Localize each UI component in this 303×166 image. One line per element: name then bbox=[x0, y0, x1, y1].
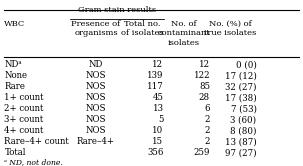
Text: NDᵃ: NDᵃ bbox=[4, 60, 22, 69]
Text: 8 (80): 8 (80) bbox=[230, 126, 257, 135]
Text: 12: 12 bbox=[199, 60, 210, 69]
Text: 4+ count: 4+ count bbox=[4, 126, 44, 135]
Text: ND: ND bbox=[89, 60, 103, 69]
Text: No. of
contaminant
isolates: No. of contaminant isolates bbox=[157, 20, 210, 47]
Text: 97 (27): 97 (27) bbox=[225, 148, 257, 157]
Text: Presence of
organisms: Presence of organisms bbox=[71, 20, 121, 37]
Text: Total: Total bbox=[4, 148, 26, 157]
Text: Rare–4+: Rare–4+ bbox=[77, 137, 115, 146]
Text: 28: 28 bbox=[199, 93, 210, 102]
Text: NOS: NOS bbox=[86, 93, 106, 102]
Text: 17 (38): 17 (38) bbox=[225, 93, 257, 102]
Text: 3 (60): 3 (60) bbox=[231, 115, 257, 124]
Text: Rare: Rare bbox=[4, 82, 25, 91]
Text: 12: 12 bbox=[152, 60, 164, 69]
Text: 7 (53): 7 (53) bbox=[231, 104, 257, 113]
Text: 17 (12): 17 (12) bbox=[225, 71, 257, 80]
Text: 259: 259 bbox=[194, 148, 210, 157]
Text: 139: 139 bbox=[147, 71, 164, 80]
Text: 10: 10 bbox=[152, 126, 164, 135]
Text: 15: 15 bbox=[152, 137, 164, 146]
Text: No. (%) of
true isolates: No. (%) of true isolates bbox=[204, 20, 257, 37]
Text: 6: 6 bbox=[205, 104, 210, 113]
Text: 356: 356 bbox=[147, 148, 164, 157]
Text: 0 (0): 0 (0) bbox=[236, 60, 257, 69]
Text: 3+ count: 3+ count bbox=[4, 115, 44, 124]
Text: 2+ count: 2+ count bbox=[4, 104, 44, 113]
Text: NOS: NOS bbox=[86, 126, 106, 135]
Text: 122: 122 bbox=[193, 71, 210, 80]
Text: WBC: WBC bbox=[4, 20, 26, 28]
Text: 2: 2 bbox=[205, 115, 210, 124]
Text: ᵃ ND, not done.: ᵃ ND, not done. bbox=[4, 158, 63, 166]
Text: Total no.
of isolates: Total no. of isolates bbox=[121, 20, 164, 37]
Text: NOS: NOS bbox=[86, 82, 106, 91]
Text: 85: 85 bbox=[199, 82, 210, 91]
Text: NOS: NOS bbox=[86, 71, 106, 80]
Text: 117: 117 bbox=[147, 82, 164, 91]
Text: 2: 2 bbox=[205, 126, 210, 135]
Text: None: None bbox=[4, 71, 28, 80]
Text: 13: 13 bbox=[152, 104, 164, 113]
Text: 45: 45 bbox=[152, 93, 164, 102]
Text: NOS: NOS bbox=[86, 104, 106, 113]
Text: Rare–4+ count: Rare–4+ count bbox=[4, 137, 69, 146]
Text: 5: 5 bbox=[158, 115, 164, 124]
Text: 32 (27): 32 (27) bbox=[225, 82, 257, 91]
Text: 13 (87): 13 (87) bbox=[225, 137, 257, 146]
Text: 2: 2 bbox=[205, 137, 210, 146]
Text: 1+ count: 1+ count bbox=[4, 93, 44, 102]
Text: NOS: NOS bbox=[86, 115, 106, 124]
Text: Gram stain results: Gram stain results bbox=[78, 6, 156, 14]
